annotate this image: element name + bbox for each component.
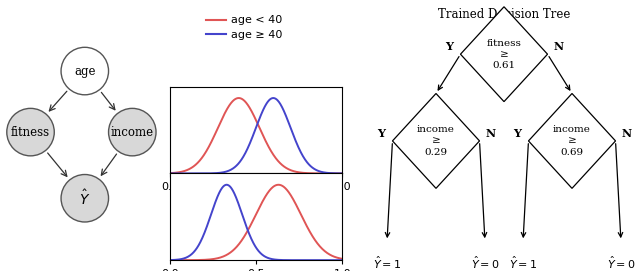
Text: Y: Y	[378, 128, 385, 139]
Text: $\hat{Y}=1$: $\hat{Y}=1$	[509, 255, 537, 271]
Text: $\hat{Y}$: $\hat{Y}$	[79, 189, 90, 208]
Text: N: N	[554, 41, 563, 52]
Polygon shape	[529, 93, 616, 188]
Legend: age < 40, age ≥ 40: age < 40, age ≥ 40	[201, 11, 287, 44]
Text: N: N	[621, 128, 632, 139]
Text: $\hat{Y}=0$: $\hat{Y}=0$	[470, 255, 499, 271]
X-axis label: income: income	[233, 198, 279, 211]
Text: $\hat{Y}=0$: $\hat{Y}=0$	[607, 255, 636, 271]
Text: income
≥
0.69: income ≥ 0.69	[553, 125, 591, 157]
Circle shape	[7, 108, 54, 156]
Circle shape	[61, 175, 109, 222]
Circle shape	[109, 108, 156, 156]
Circle shape	[61, 47, 109, 95]
Text: Y: Y	[514, 128, 522, 139]
Text: income
≥
0.29: income ≥ 0.29	[417, 125, 455, 157]
Text: N: N	[485, 128, 495, 139]
Text: fitness: fitness	[11, 125, 50, 138]
Text: Y: Y	[445, 41, 454, 52]
Text: $\hat{Y}=1$: $\hat{Y}=1$	[373, 255, 401, 271]
Polygon shape	[392, 93, 479, 188]
Polygon shape	[461, 7, 548, 102]
Text: age: age	[74, 64, 95, 78]
Text: fitness
≥
0.61: fitness ≥ 0.61	[486, 38, 522, 70]
Text: Trained Decision Tree: Trained Decision Tree	[438, 8, 570, 21]
Text: income: income	[111, 125, 154, 138]
